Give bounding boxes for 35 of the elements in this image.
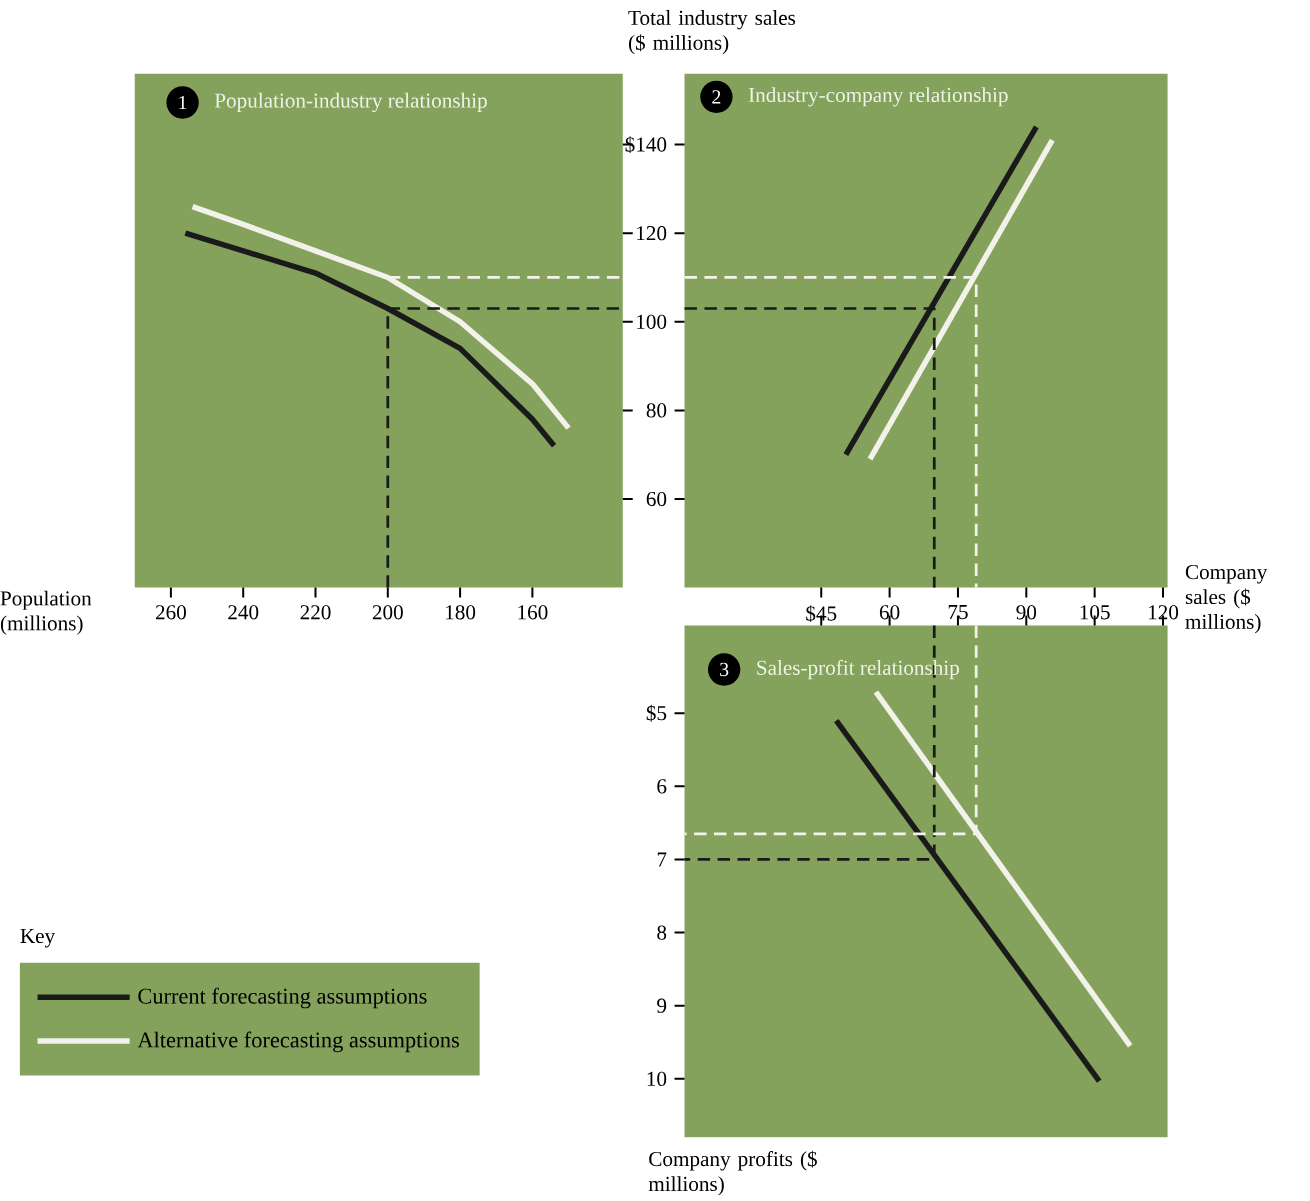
legend-title: Key	[20, 928, 56, 948]
x-tick-label: 200	[372, 605, 403, 620]
x-tick-label: 260	[155, 605, 186, 620]
y-tick-label: 80	[646, 403, 667, 418]
annotation: 2	[712, 90, 721, 104]
text: Population-industry relationship	[214, 92, 487, 113]
y-tick-label: 7	[657, 852, 667, 867]
x-tick-label: 220	[300, 605, 331, 620]
legend-label: Current forecasting assumptions	[138, 987, 427, 1009]
y-tick-label: 8	[657, 925, 667, 940]
x-tick-label: 240	[228, 605, 259, 620]
x-tick-label: 105	[1080, 605, 1110, 620]
y-tick-label: 9	[657, 998, 667, 1013]
y-axis-title: Company profits ($ millions)	[648, 1150, 817, 1196]
y-tick-label: 60	[646, 491, 667, 507]
y-tick-label: 100	[637, 314, 667, 329]
x-axis-title: Population (millions)	[0, 590, 92, 635]
annotation: 1	[179, 95, 187, 109]
x-tick-label: 160	[518, 605, 548, 620]
y-tick-label: $5	[646, 704, 667, 722]
x-tick-label: 60	[879, 605, 900, 620]
y-tick-label: 120	[637, 226, 667, 241]
x-tick-label: 90	[1016, 605, 1037, 620]
y-tick-label: 6	[657, 779, 667, 794]
y-tick-label: 10	[647, 1071, 667, 1086]
legend-label: Alternative forecasting assumptions	[137, 1031, 459, 1053]
annotation: 3	[720, 662, 729, 677]
text: Industry-company relationship	[748, 87, 1008, 107]
y-tick-label: $140	[625, 136, 667, 153]
x-tick-label: 75	[948, 605, 968, 620]
x-tick-label: 180	[446, 605, 476, 620]
y-axis-title: Total industry sales ($ millions)	[628, 10, 796, 55]
x-axis-title: Company sales ($ millions)	[1185, 564, 1268, 634]
x-tick-label: 120	[1149, 605, 1179, 620]
x-tick-label: $45	[806, 605, 837, 622]
